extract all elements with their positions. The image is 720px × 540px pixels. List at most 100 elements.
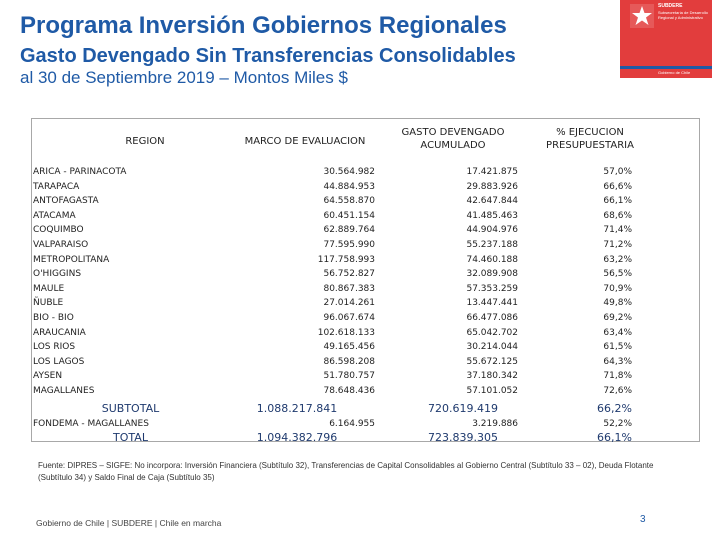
- cell-gasto: 57.101.052: [466, 386, 518, 396]
- table-row: VALPARAISO 77.595.990 55.237.188 71,2%: [32, 238, 701, 253]
- cell-pct: 68,6%: [603, 210, 632, 221]
- total-label: TOTAL: [113, 431, 148, 444]
- cell-marco: 30.564.982: [323, 167, 375, 177]
- cell-gasto: 37.180.342: [466, 371, 518, 382]
- cell-region: LOS RIOS: [33, 342, 76, 353]
- page-title: Programa Inversión Gobiernos Regionales: [20, 12, 507, 39]
- cell-marco: 78.648.436: [323, 386, 375, 396]
- table-row: ARAUCANIA 102.618.133 65.042.702 63,4%: [32, 326, 701, 341]
- cell-region: MAGALLANES: [33, 386, 95, 396]
- table-row: ANTOFAGASTA 64.558.870 42.647.844 66,1%: [32, 194, 701, 209]
- cell-region: ARAUCANIA: [33, 327, 86, 338]
- cell-marco: 60.451.154: [323, 210, 375, 221]
- fondema-gasto: 3.219.886: [472, 419, 518, 429]
- table-row: LOS RIOS 49.165.456 30.214.044 61,5%: [32, 340, 701, 355]
- table-row: METROPOLITANA 117.758.993 74.460.188 63,2%: [32, 253, 701, 268]
- table-row: ATACAMA 60.451.154 41.485.463 68,6%: [32, 209, 701, 224]
- table-row: MAULE 80.867.383 57.353.259 70,9%: [32, 282, 701, 297]
- cell-gasto: 17.421.875: [466, 167, 518, 177]
- fondema-label: FONDEMA - MAGALLANES: [33, 419, 149, 429]
- cell-gasto: 66.477.086: [466, 313, 518, 323]
- cell-region: AYSEN: [33, 371, 63, 382]
- cell-pct: 71,2%: [603, 240, 632, 250]
- cell-pct: 69,2%: [603, 313, 632, 323]
- cell-pct: 66,1%: [603, 196, 632, 207]
- date-line: al 30 de Septiembre 2019 – Montos Miles …: [20, 68, 348, 87]
- footnote: Fuente: DIPRES – SIGFE: No incorpora: In…: [38, 461, 654, 482]
- header-region: REGION: [125, 136, 165, 147]
- cell-gasto: 55.237.188: [466, 240, 518, 250]
- cell-region: BIO - BIO: [33, 313, 74, 323]
- cell-marco: 96.067.674: [323, 313, 375, 323]
- header-pct: % EJECUCION PRESUPUESTARIA: [546, 127, 634, 151]
- cell-pct: 61,5%: [603, 342, 632, 353]
- footer-text: Gobierno de Chile | SUBDERE | Chile en m…: [36, 518, 222, 528]
- cell-region: VALPARAISO: [33, 240, 89, 250]
- subtotal-gasto: 720.619.419: [428, 402, 498, 415]
- subdere-logo: SUBDERE Subsecretaría de Desarrollo Regi…: [620, 0, 712, 78]
- cell-marco: 64.558.870: [323, 196, 375, 207]
- cell-gasto: 13.447.441: [466, 298, 518, 309]
- cell-region: METROPOLITANA: [33, 254, 110, 265]
- cell-region: O'HIGGINS: [33, 269, 82, 280]
- cell-gasto: 74.460.188: [466, 254, 518, 265]
- cell-region: TARAPACA: [33, 181, 80, 192]
- cell-region: ATACAMA: [33, 210, 76, 221]
- cell-marco: 80.867.383: [323, 283, 375, 294]
- subtotal-label: SUBTOTAL: [101, 402, 160, 415]
- cell-marco: 77.595.990: [323, 240, 375, 250]
- execution-table: REGION MARCO DE EVALUACION GASTO DEVENGA…: [31, 118, 701, 444]
- cell-gasto: 57.353.259: [466, 283, 518, 294]
- cell-marco: 56.752.827: [323, 269, 375, 280]
- cell-pct: 49,8%: [603, 298, 632, 309]
- table-row: AYSEN 51.780.757 37.180.342 71,8%: [32, 369, 701, 384]
- cell-region: LOS LAGOS: [33, 356, 85, 367]
- table-row: LOS LAGOS 86.598.208 55.672.125 64,3%: [32, 355, 701, 370]
- logo-band: [620, 66, 712, 69]
- cell-gasto: 65.042.702: [466, 327, 518, 338]
- table-row: BIO - BIO 96.067.674 66.477.086 69,2%: [32, 311, 701, 326]
- cell-pct: 64,3%: [603, 356, 632, 367]
- cell-pct: 66,6%: [603, 181, 632, 192]
- cell-pct: 72,6%: [603, 386, 632, 396]
- header-marco: MARCO DE EVALUACION: [244, 136, 366, 147]
- fondema-marco: 6.164.955: [329, 419, 375, 429]
- cell-marco: 44.884.953: [323, 181, 375, 192]
- page-number: 3: [640, 514, 646, 525]
- total-gasto: 723.839.305: [428, 431, 498, 444]
- logo-org-sub: Subsecretaría de Desarrollo Regional y A…: [658, 10, 708, 20]
- table-row: ÑUBLE 27.014.261 13.447.441 49,8%: [32, 296, 701, 311]
- total-row: TOTAL 1.094.382.796 723.839.305 66,1%: [32, 430, 701, 446]
- cell-pct: 71,8%: [603, 371, 632, 382]
- cell-pct: 71,4%: [603, 225, 632, 236]
- subtotal-pct: 66,2%: [597, 402, 632, 415]
- cell-gasto: 29.883.926: [466, 181, 518, 192]
- cell-gasto: 55.672.125: [466, 356, 518, 367]
- star-icon: [628, 2, 656, 30]
- subtotal-marco: 1.088.217.841: [256, 402, 338, 415]
- cell-pct: 70,9%: [603, 283, 632, 294]
- fondema-pct: 52,2%: [603, 419, 632, 429]
- cell-region: ÑUBLE: [33, 298, 64, 309]
- cell-marco: 49.165.456: [323, 342, 375, 353]
- table-row: O'HIGGINS 56.752.827 32.089.908 56,5%: [32, 267, 701, 282]
- cell-marco: 51.780.757: [323, 371, 375, 382]
- cell-pct: 57,0%: [603, 167, 632, 177]
- cell-pct: 63,4%: [603, 327, 632, 338]
- header-gasto: GASTO DEVENGADO ACUMULADO: [401, 127, 505, 151]
- cell-marco: 102.618.133: [317, 327, 375, 338]
- subtotal-row: SUBTOTAL 1.088.217.841 720.619.419 66,2%: [32, 401, 701, 417]
- cell-pct: 63,2%: [603, 254, 632, 265]
- cell-marco: 86.598.208: [323, 356, 375, 367]
- fondema-row: FONDEMA - MAGALLANES 6.164.955 3.219.886…: [32, 417, 701, 432]
- cell-gasto: 42.647.844: [466, 196, 518, 207]
- cell-region: MAULE: [33, 283, 65, 294]
- logo-org-name: SUBDERE: [658, 3, 683, 9]
- cell-marco: 27.014.261: [323, 298, 375, 309]
- table-row: MAGALLANES 78.648.436 57.101.052 72,6%: [32, 384, 701, 399]
- cell-gasto: 30.214.044: [466, 342, 518, 353]
- cell-region: ARICA - PARINACOTA: [33, 167, 127, 177]
- cell-gasto: 32.089.908: [466, 269, 518, 280]
- total-marco: 1.094.382.796: [256, 431, 338, 444]
- cell-region: COQUIMBO: [33, 225, 84, 236]
